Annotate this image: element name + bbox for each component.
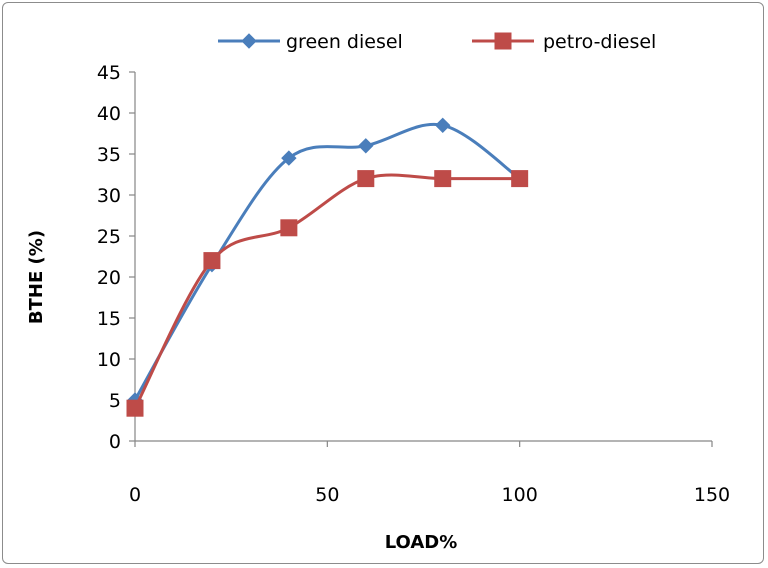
legend-swatch-marker [494,32,512,50]
y-tick-label: 20 [97,267,121,289]
x-axis-title: LOAD% [385,532,458,553]
data-point [511,170,529,188]
series-line [133,122,521,401]
legend-item: green diesel [218,31,403,53]
legend: green diesel petro-diesel [218,31,656,53]
y-tick-label: 25 [97,226,121,248]
y-tick-label: 10 [97,349,121,371]
legend-label: petro-diesel [543,31,656,53]
data-point [203,252,221,270]
y-axis-ticks: 0 5 10 15 20 25 30 35 40 45 [97,62,135,453]
x-axis-ticks: 0 50 100 150 [129,441,730,506]
data-point [281,150,297,166]
y-tick-label: 30 [97,185,121,207]
data-point [358,138,374,154]
legend-swatch-marker [241,33,257,49]
data-point [126,399,144,417]
data-point [280,219,298,237]
y-tick-label: 45 [97,62,121,84]
legend-label: green diesel [286,31,403,53]
data-point [357,170,375,188]
x-tick-label: 50 [315,484,339,506]
y-tick-label: 15 [97,308,121,330]
y-tick-label: 35 [97,144,121,166]
series-layer [126,117,529,417]
axes [134,72,712,442]
y-tick-label: 5 [109,390,121,412]
y-axis-title: BTHE (%) [26,230,47,324]
series-line [133,173,520,409]
series-green-diesel [127,117,528,408]
series-petro-diesel [126,170,529,417]
legend-item: petro-diesel [472,31,656,53]
data-point [434,170,452,188]
y-tick-label: 40 [97,103,121,125]
data-point [435,117,451,134]
x-tick-label: 150 [694,484,730,506]
x-tick-label: 0 [129,484,141,506]
x-tick-label: 100 [502,484,538,506]
y-tick-label: 0 [109,431,121,453]
